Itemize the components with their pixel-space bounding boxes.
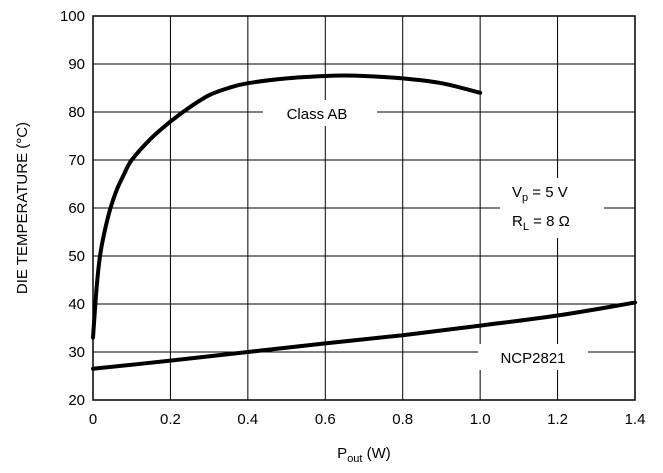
y-axis-title: DIE TEMPERATURE (°C): [14, 122, 31, 294]
y-tick-label: 50: [68, 248, 85, 265]
x-tick-label: 1.2: [547, 411, 568, 428]
ncp2821-label-bg: [478, 344, 588, 370]
y-tick-label: 30: [68, 344, 85, 361]
x-tick-label: 0: [89, 411, 97, 428]
x-tick-label: 0.8: [392, 411, 413, 428]
plot-frame: [92, 15, 636, 401]
x-tick-label: 0.2: [160, 411, 181, 428]
x-axis-title: Pout (W): [337, 445, 391, 465]
conditions-label-bg: [500, 178, 604, 238]
y-tick-label: 70: [68, 152, 85, 169]
y-tick-label: 20: [68, 392, 85, 409]
x-tick-label: 0.6: [315, 411, 336, 428]
series-layer: [91, 73, 637, 371]
y-tick-label: 100: [60, 8, 85, 25]
y-tick-label: 40: [68, 296, 85, 313]
tick-labels: 0 0.2 0.4 0.6 0.8 1.0 1.2 1.4 20 30 40 50 60 70 80 90 10…: [60, 8, 645, 428]
y-tick-label: 90: [68, 56, 85, 73]
ncp2821-label: NCP2821: [500, 350, 565, 367]
x-tick-label: 1.0: [470, 411, 491, 428]
y-tick-label: 60: [68, 200, 85, 217]
x-tick-label: 1.4: [625, 411, 646, 428]
series-line-ncp2821: [91, 300, 637, 371]
vp-condition: Vp = 5 V: [512, 184, 568, 204]
class-ab-label-bg: [263, 100, 377, 126]
x-tick-label: 0.4: [237, 411, 258, 428]
class-ab-label: Class AB: [287, 106, 348, 123]
rl-condition: RL = 8 Ω: [512, 213, 570, 233]
series-line-class-ab: [91, 73, 483, 340]
y-tick-label: 80: [68, 104, 85, 121]
